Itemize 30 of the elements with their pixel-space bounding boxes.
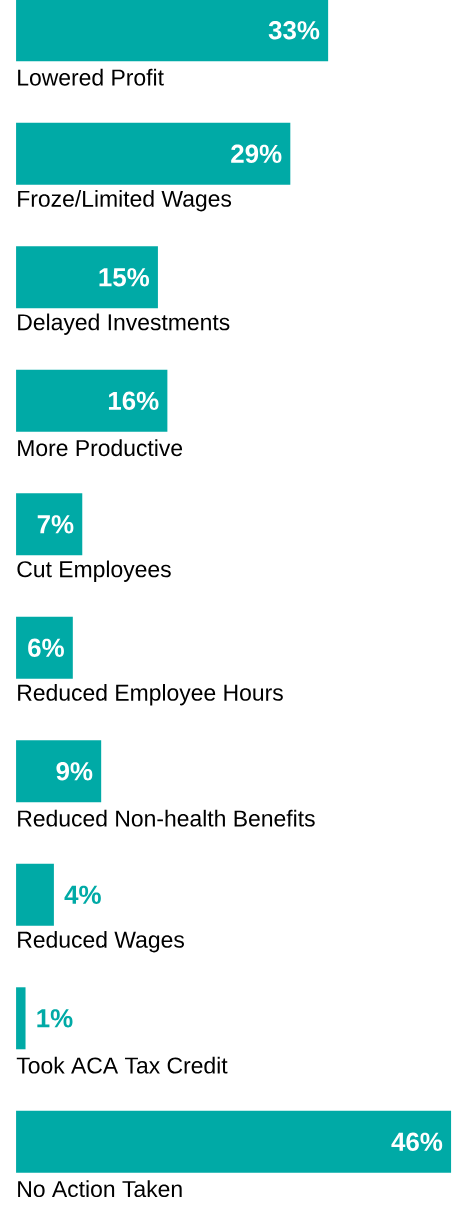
data-label: 46% [391,1132,443,1151]
data-label: 7% [37,515,74,534]
bar [16,987,26,1050]
data-label: 4% [64,885,101,904]
data-label: 9% [56,762,93,781]
bar [16,616,73,679]
y-tick-label: Reduced Wages [18,931,184,953]
data-label: 16% [108,391,159,410]
y-tick-label: Lowered Profit [18,68,164,86]
y-tick-label: Cut Employees [17,560,171,582]
bar [16,740,102,803]
bar [16,1110,452,1173]
data-label: 33% [268,21,320,40]
y-tick-label: Froze/Limited Wages [18,190,232,212]
bar [16,863,54,926]
y-tick-label: Delayed Investments [18,313,230,335]
y-tick-label: Reduced Non-health Benefits [18,809,315,827]
data-label: 1% [37,1009,73,1028]
data-label: 6% [28,638,64,657]
data-label: 15% [99,268,150,287]
y-tick-label: Took ACA Tax Credit [16,1056,228,1074]
bar [16,0,329,62]
y-tick-label: Reduced Employee Hours [18,684,283,706]
y-tick-label: No Action Taken [18,1180,182,1198]
bar [16,493,83,556]
y-tick-label: More Productive [18,439,183,457]
data-label: 29% [231,144,282,163]
bar [16,122,291,185]
bar [16,246,158,309]
bar [16,369,168,432]
